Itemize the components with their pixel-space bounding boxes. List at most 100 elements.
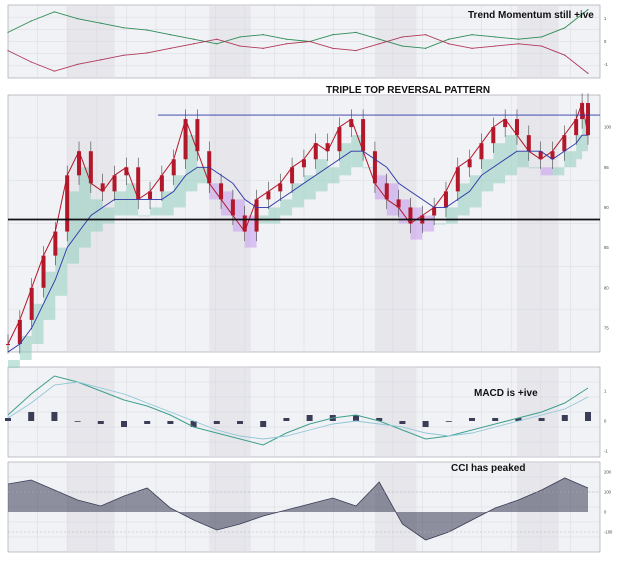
- price-candle: [479, 143, 484, 160]
- trend-point: [239, 36, 241, 38]
- ichimoku-cloud-segment: [339, 143, 352, 176]
- trend-point: [564, 54, 566, 56]
- ichimoku-cloud-segment: [268, 207, 281, 224]
- ichimoku-cloud-segment: [8, 360, 20, 369]
- macd-histogram-bar: [561, 415, 568, 421]
- ichimoku-cloud-segment: [232, 199, 245, 232]
- price-candle: [361, 119, 366, 152]
- price-candle: [574, 119, 579, 136]
- trend-point: [355, 31, 357, 33]
- trend-point: [494, 45, 496, 47]
- trend-point: [448, 43, 450, 45]
- price-candle: [183, 119, 188, 160]
- trend-point: [517, 38, 520, 40]
- price-candle: [65, 175, 70, 232]
- pattern-annotation: TRIPLE TOP REVERSAL PATTERN: [326, 85, 490, 96]
- price-candle: [29, 287, 34, 320]
- price-line: [7, 101, 589, 345]
- trend-point: [541, 36, 543, 38]
- trend-annotation: Trend Momentum still +ive: [468, 10, 594, 21]
- price-candle: [6, 343, 10, 345]
- price-candle: [219, 183, 224, 200]
- ichimoku-cloud-segment: [19, 335, 32, 361]
- trend-point: [216, 38, 218, 40]
- price-candle: [337, 127, 342, 152]
- trend-point: [193, 38, 195, 40]
- macd-histogram-bar: [515, 418, 522, 421]
- macd-histogram-bar: [5, 418, 11, 421]
- trend-point: [216, 43, 218, 45]
- macd-tick-label: -1: [604, 449, 608, 454]
- ichimoku-cloud-segment: [398, 199, 411, 224]
- price-candle: [53, 231, 58, 256]
- ichimoku-cloud-segment: [197, 167, 210, 184]
- trend-point: [262, 47, 264, 49]
- price-candle: [580, 103, 585, 120]
- ichimoku-cloud-segment: [79, 167, 91, 248]
- trend-point: [77, 18, 79, 20]
- macd-annotation: MACD is +ive: [474, 388, 538, 399]
- trend-point: [169, 47, 171, 49]
- ichimoku-cloud-segment: [540, 167, 553, 176]
- trend-point: [169, 34, 171, 36]
- macd-histogram-bar: [353, 415, 359, 421]
- price-tick-label: 90: [604, 205, 609, 210]
- trend-point: [378, 38, 380, 40]
- trend-point: [77, 63, 79, 65]
- macd-histogram-bar: [121, 421, 127, 427]
- cci-line: [7, 477, 589, 541]
- price-candle: [432, 207, 437, 216]
- ichimoku-cloud-segment: [292, 183, 304, 208]
- macd-histogram-bar: [97, 421, 104, 424]
- price-candle: [538, 151, 543, 160]
- trend-point: [146, 52, 148, 54]
- cci-tick-label: -100: [604, 530, 613, 535]
- price-candle: [301, 159, 306, 168]
- trend-point: [471, 47, 473, 49]
- macd-histogram-bar: [306, 415, 313, 421]
- trend-point: [425, 34, 427, 36]
- ichimoku-cloud-segment: [90, 199, 103, 232]
- ichimoku-cloud-segment: [31, 303, 44, 344]
- trend-point: [53, 11, 56, 13]
- ichimoku-cloud-segment: [185, 135, 198, 192]
- axis-ticks: -1 0 1 75 80 85 90 95 100 -1 0 1 -100 0 100 200: [604, 16, 613, 534]
- trend-point: [100, 59, 102, 61]
- price-candle: [77, 151, 82, 176]
- price-candle: [313, 143, 318, 160]
- trend-point: [332, 47, 334, 49]
- price-candle: [195, 119, 200, 152]
- trend-point: [425, 47, 427, 49]
- ichimoku-cloud-segment: [410, 207, 423, 240]
- price-candle: [41, 255, 46, 288]
- trend-tick-label: 1: [604, 16, 607, 21]
- ichimoku-cloud-segment: [244, 215, 257, 248]
- price-candle: [349, 119, 354, 128]
- trend-point: [587, 72, 589, 75]
- ichimoku-cloud-segment: [315, 159, 328, 192]
- ichimoku-cloud-segment: [564, 151, 577, 168]
- trend-point: [285, 43, 287, 45]
- ichimoku-cloud-segment: [374, 175, 387, 200]
- macd-histogram-bar: [51, 412, 58, 421]
- price-candle: [514, 119, 519, 136]
- macd-histogram-bar: [260, 421, 267, 427]
- ichimoku-cloud-segment: [221, 191, 233, 216]
- ichimoku-cloud-segment: [55, 247, 68, 296]
- cci-tick-label: 0: [604, 510, 607, 515]
- macd-histogram-bar: [167, 421, 174, 424]
- price-tick-label: 85: [604, 245, 609, 250]
- ichimoku-cloud-segment: [67, 191, 80, 264]
- trend-tick-label: 0: [604, 39, 607, 44]
- price-candle: [278, 183, 283, 192]
- trend-point: [541, 45, 543, 47]
- ichimoku-cloud-segment: [138, 215, 151, 217]
- trend-point: [285, 38, 287, 40]
- trend-point: [494, 36, 496, 38]
- trend-point: [378, 43, 380, 45]
- macd-histogram-bar: [538, 418, 545, 421]
- cci-tick-label: 200: [604, 470, 612, 475]
- macd-histogram-bar: [445, 421, 452, 422]
- price-candle: [384, 183, 389, 200]
